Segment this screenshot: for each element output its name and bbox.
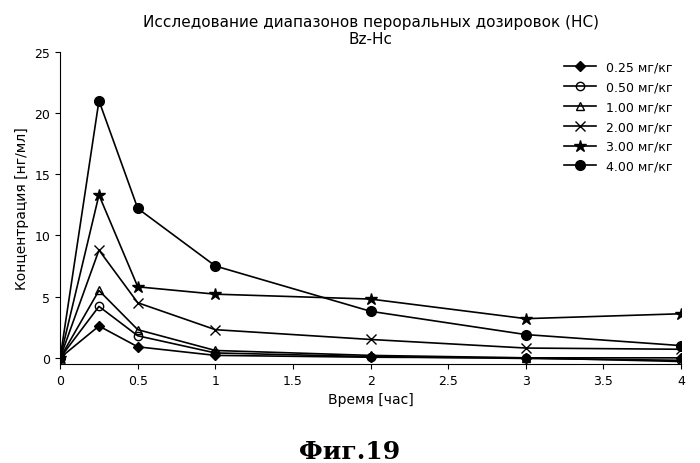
- 3.00 мг/кг: [366, 297, 375, 302]
- 3.00 мг/кг: [134, 284, 142, 290]
- Line: 1.00 мг/кг: 1.00 мг/кг: [56, 287, 685, 366]
- 0.50 мг/кг: [522, 356, 530, 362]
- 1.00 мг/кг: [522, 355, 530, 361]
- 4.00 мг/кг: [522, 332, 530, 338]
- 3.00 мг/кг: [56, 355, 64, 361]
- 2.00 мг/кг: [134, 300, 142, 306]
- 1.00 мг/кг: [677, 359, 685, 364]
- 1.00 мг/кг: [56, 355, 64, 361]
- 0.50 мг/кг: [94, 304, 103, 310]
- Text: Фиг.19: Фиг.19: [300, 439, 400, 463]
- 1.00 мг/кг: [211, 348, 220, 354]
- 3.00 мг/кг: [677, 311, 685, 317]
- 2.00 мг/кг: [522, 345, 530, 351]
- 4.00 мг/кг: [134, 206, 142, 212]
- 0.25 мг/кг: [677, 355, 685, 361]
- 2.00 мг/кг: [56, 355, 64, 361]
- 1.00 мг/кг: [366, 353, 375, 358]
- 0.50 мг/кг: [56, 355, 64, 361]
- 1.00 мг/кг: [94, 288, 103, 294]
- 0.25 мг/кг: [134, 344, 142, 350]
- 0.25 мг/кг: [94, 324, 103, 329]
- 0.25 мг/кг: [211, 353, 220, 358]
- 2.00 мг/кг: [94, 248, 103, 253]
- 3.00 мг/кг: [522, 316, 530, 322]
- Line: 2.00 мг/кг: 2.00 мг/кг: [55, 246, 686, 363]
- 4.00 мг/кг: [94, 99, 103, 104]
- 4.00 мг/кг: [366, 309, 375, 314]
- 1.00 мг/кг: [134, 327, 142, 333]
- 0.50 мг/кг: [211, 350, 220, 356]
- Line: 0.50 мг/кг: 0.50 мг/кг: [56, 303, 685, 365]
- 4.00 мг/кг: [677, 343, 685, 349]
- Line: 4.00 мг/кг: 4.00 мг/кг: [55, 97, 686, 363]
- 0.50 мг/кг: [366, 354, 375, 360]
- 0.25 мг/кг: [522, 355, 530, 361]
- Title: Исследование диапазонов пероральных дозировок (НС)
Bz-Hc: Исследование диапазонов пероральных дози…: [143, 15, 598, 47]
- 0.50 мг/кг: [677, 358, 685, 363]
- 3.00 мг/кг: [211, 292, 220, 297]
- 3.00 мг/кг: [94, 193, 103, 198]
- 2.00 мг/кг: [677, 347, 685, 352]
- 2.00 мг/кг: [366, 337, 375, 343]
- Line: 3.00 мг/кг: 3.00 мг/кг: [54, 189, 687, 364]
- Y-axis label: Концентрация [нг/мл]: Концентрация [нг/мл]: [15, 127, 29, 289]
- X-axis label: Время [час]: Время [час]: [328, 393, 414, 407]
- 2.00 мг/кг: [211, 327, 220, 333]
- Legend: 0.25 мг/кг, 0.50 мг/кг, 1.00 мг/кг, 2.00 мг/кг, 3.00 мг/кг, 4.00 мг/кг: 0.25 мг/кг, 0.50 мг/кг, 1.00 мг/кг, 2.00…: [559, 56, 678, 178]
- 4.00 мг/кг: [211, 263, 220, 269]
- 0.25 мг/кг: [366, 355, 375, 360]
- Line: 0.25 мг/кг: 0.25 мг/кг: [57, 323, 685, 362]
- 4.00 мг/кг: [56, 355, 64, 361]
- 0.25 мг/кг: [56, 355, 64, 361]
- 0.50 мг/кг: [134, 333, 142, 339]
